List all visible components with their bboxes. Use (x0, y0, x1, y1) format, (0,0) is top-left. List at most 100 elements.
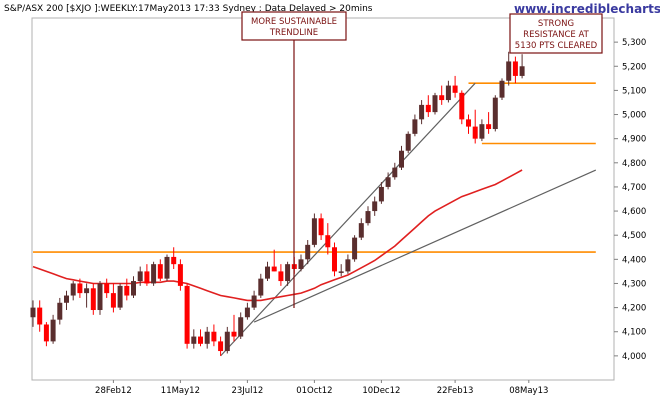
resistance-lines (33, 82, 596, 253)
candle-body (512, 61, 518, 76)
candle (258, 273, 264, 298)
candle (204, 326, 210, 349)
y-tick-label: 5,300 (622, 38, 646, 48)
candle (345, 254, 351, 274)
candle-body (311, 218, 317, 245)
candle (110, 283, 116, 313)
candle (358, 218, 364, 241)
candle (151, 261, 157, 286)
candle (459, 90, 465, 125)
candle-body (258, 278, 264, 296)
candle-body (238, 317, 244, 337)
candle-body (365, 211, 371, 224)
candle (278, 264, 284, 286)
candle-body (305, 244, 311, 260)
candle-body (385, 177, 391, 187)
x-axis: 28Feb12 11May12 23Jul12 01Oct12 10Dec12 22Feb… (95, 380, 548, 396)
candle (77, 278, 83, 298)
candle-body (131, 281, 136, 296)
candle (131, 276, 136, 298)
x-tick-label: 08May13 (509, 386, 548, 396)
candle (198, 329, 203, 347)
candle (318, 213, 324, 241)
candle (144, 264, 150, 286)
y-tick-label: 4,200 (622, 304, 646, 314)
candle (117, 283, 123, 311)
candle-body (30, 307, 36, 318)
candle (412, 114, 418, 137)
candle (30, 300, 36, 327)
candle-body (231, 331, 237, 337)
candle-body (332, 247, 337, 272)
candle-body (211, 331, 217, 342)
x-tick-label: 23Jul12 (231, 386, 263, 396)
y-tick-label: 4,800 (622, 159, 646, 169)
brand-watermark: www.incrediblecharts.com (514, 2, 660, 16)
candle-body (64, 295, 69, 303)
candle (97, 281, 103, 315)
candle (90, 283, 96, 315)
candle (405, 131, 411, 154)
candle (177, 259, 183, 291)
candle (164, 254, 170, 282)
annotation-text: 5130 PTS CLEARED (515, 41, 598, 51)
candle-body (425, 104, 431, 113)
candle (171, 247, 177, 269)
y-tick-label: 4,500 (622, 231, 646, 241)
y-tick-label: 4,900 (622, 135, 646, 145)
candle (70, 281, 76, 301)
candle-body (164, 256, 170, 279)
candle-body (37, 307, 43, 325)
candle-body (104, 283, 110, 294)
candle-body (84, 288, 90, 294)
annotation-text: TRENDLINE (269, 28, 318, 38)
candle (512, 56, 518, 84)
candle (104, 278, 110, 298)
candle-body (117, 285, 123, 308)
candle (399, 145, 404, 171)
candle (211, 324, 217, 347)
candle-body (412, 119, 418, 134)
candle (338, 264, 344, 277)
plot-area (31, 17, 615, 381)
candle (124, 278, 130, 301)
candle-body (399, 150, 404, 168)
candle (191, 329, 197, 349)
candle-body (452, 85, 458, 93)
trendlines (220, 82, 597, 357)
y-tick-label: 4,400 (622, 255, 646, 265)
y-tick-label: 4,300 (622, 279, 646, 289)
chart-header-title: S&P/ASX 200 [$XJO ]:WEEKLY:17May2013 17:… (4, 4, 373, 14)
candle-body (432, 95, 438, 113)
candle-body (77, 283, 83, 294)
candle-body (506, 61, 512, 81)
annotation-text: STRONG (538, 19, 574, 29)
moving-average-line (32, 169, 523, 302)
candle (184, 283, 190, 349)
annotation-text: RESISTANCE AT (523, 30, 589, 40)
annotation-text: MORE SUSTAINABLE (251, 17, 337, 27)
candle-body (43, 324, 49, 342)
candle-body (157, 264, 163, 279)
candle (499, 78, 505, 101)
trendline (220, 82, 476, 357)
candle (251, 290, 257, 311)
candle-body (124, 285, 130, 296)
candle (419, 100, 425, 125)
y-tick-label: 4,000 (622, 352, 646, 362)
candle (157, 259, 163, 282)
candle (506, 51, 512, 86)
candle (57, 297, 63, 325)
candle-body (358, 223, 364, 238)
y-tick-label: 4,700 (622, 183, 646, 193)
x-tick-label: 01Oct12 (296, 386, 332, 396)
candle-body (151, 264, 157, 284)
x-tick-label: 22Feb13 (437, 386, 474, 396)
candle-body (352, 237, 358, 260)
candle-body (492, 97, 498, 130)
candle-body (445, 85, 451, 101)
candle-body (218, 341, 224, 352)
candle (84, 283, 90, 308)
